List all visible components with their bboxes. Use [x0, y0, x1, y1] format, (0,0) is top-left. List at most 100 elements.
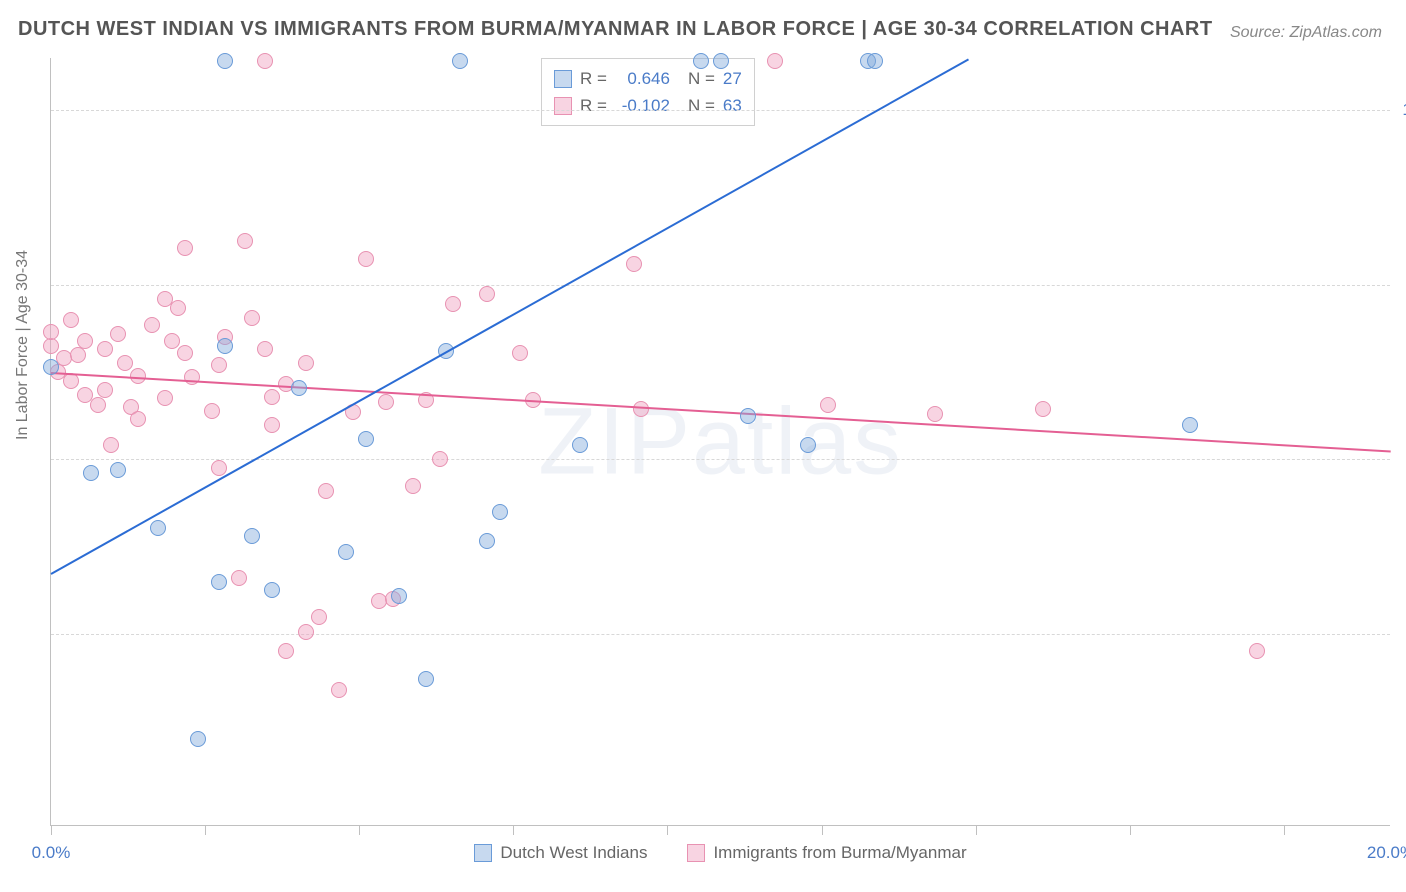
x-tick — [667, 825, 668, 835]
data-point-pink — [264, 417, 280, 433]
data-point-pink — [204, 403, 220, 419]
data-point-pink — [927, 406, 943, 422]
data-point-pink — [97, 341, 113, 357]
swatch-blue — [474, 844, 492, 862]
data-point-pink — [432, 451, 448, 467]
data-point-pink — [130, 411, 146, 427]
data-point-pink — [512, 345, 528, 361]
data-point-pink — [298, 355, 314, 371]
trendline-blue — [51, 58, 970, 575]
data-point-blue — [479, 533, 495, 549]
data-point-pink — [257, 341, 273, 357]
n-value-blue: 27 — [723, 65, 742, 92]
data-point-pink — [626, 256, 642, 272]
data-point-blue — [492, 504, 508, 520]
data-point-blue — [190, 731, 206, 747]
n-label: N = — [688, 92, 715, 119]
legend-item-blue: Dutch West Indians — [474, 843, 647, 863]
y-tick-label: 100.0% — [1390, 100, 1406, 120]
data-point-blue — [358, 431, 374, 447]
data-point-blue — [83, 465, 99, 481]
x-tick — [1284, 825, 1285, 835]
data-point-pink — [264, 389, 280, 405]
data-point-pink — [298, 624, 314, 640]
data-point-pink — [164, 333, 180, 349]
data-point-pink — [405, 478, 421, 494]
x-tick-label: 0.0% — [32, 843, 71, 863]
data-point-pink — [170, 300, 186, 316]
data-point-pink — [331, 682, 347, 698]
data-point-blue — [1182, 417, 1198, 433]
data-point-blue — [740, 408, 756, 424]
data-point-pink — [117, 355, 133, 371]
data-point-pink — [157, 390, 173, 406]
x-tick-label: 20.0% — [1367, 843, 1406, 863]
r-label: R = — [580, 65, 607, 92]
data-point-blue — [150, 520, 166, 536]
data-point-pink — [110, 326, 126, 342]
data-point-pink — [43, 324, 59, 340]
y-tick-label: 80.0% — [1390, 449, 1406, 469]
legend-label-pink: Immigrants from Burma/Myanmar — [713, 843, 966, 863]
data-point-pink — [43, 338, 59, 354]
data-point-pink — [70, 347, 86, 363]
r-label: R = — [580, 92, 607, 119]
data-point-pink — [184, 369, 200, 385]
data-point-blue — [800, 437, 816, 453]
swatch-pink — [554, 97, 572, 115]
data-point-blue — [452, 53, 468, 69]
legend-label-blue: Dutch West Indians — [500, 843, 647, 863]
x-tick — [513, 825, 514, 835]
data-point-blue — [264, 582, 280, 598]
data-point-blue — [338, 544, 354, 560]
swatch-blue — [554, 70, 572, 88]
x-tick — [51, 825, 52, 835]
x-tick — [205, 825, 206, 835]
x-tick — [822, 825, 823, 835]
source-label: Source: ZipAtlas.com — [1230, 24, 1382, 42]
data-point-pink — [311, 609, 327, 625]
stats-row-pink: R = -0.102 N = 63 — [554, 92, 742, 119]
y-tick-label: 90.0% — [1390, 275, 1406, 295]
data-point-pink — [767, 53, 783, 69]
data-point-pink — [63, 312, 79, 328]
data-point-blue — [693, 53, 709, 69]
data-point-pink — [177, 345, 193, 361]
swatch-pink — [687, 844, 705, 862]
data-point-blue — [291, 380, 307, 396]
data-point-blue — [110, 462, 126, 478]
data-point-pink — [445, 296, 461, 312]
gridline-h — [51, 634, 1390, 635]
data-point-pink — [211, 357, 227, 373]
x-tick — [1130, 825, 1131, 835]
n-value-pink: 63 — [723, 92, 742, 119]
data-point-pink — [237, 233, 253, 249]
trendline-pink — [51, 372, 1391, 453]
data-point-pink — [358, 251, 374, 267]
x-tick — [976, 825, 977, 835]
data-point-pink — [244, 310, 260, 326]
data-point-blue — [713, 53, 729, 69]
data-point-blue — [418, 671, 434, 687]
data-point-pink — [103, 437, 119, 453]
data-point-pink — [97, 382, 113, 398]
gridline-h — [51, 110, 1390, 111]
data-point-blue — [244, 528, 260, 544]
gridline-h — [51, 285, 1390, 286]
r-value-pink: -0.102 — [615, 92, 670, 119]
r-value-blue: 0.646 — [615, 65, 670, 92]
data-point-pink — [257, 53, 273, 69]
data-point-pink — [820, 397, 836, 413]
data-point-blue — [867, 53, 883, 69]
data-point-pink — [77, 333, 93, 349]
stats-row-blue: R = 0.646 N = 27 — [554, 65, 742, 92]
data-point-pink — [1249, 643, 1265, 659]
data-point-pink — [378, 394, 394, 410]
legend-item-pink: Immigrants from Burma/Myanmar — [687, 843, 966, 863]
data-point-pink — [1035, 401, 1051, 417]
data-point-pink — [177, 240, 193, 256]
data-point-pink — [231, 570, 247, 586]
data-point-blue — [572, 437, 588, 453]
data-point-blue — [217, 53, 233, 69]
data-point-pink — [211, 460, 227, 476]
